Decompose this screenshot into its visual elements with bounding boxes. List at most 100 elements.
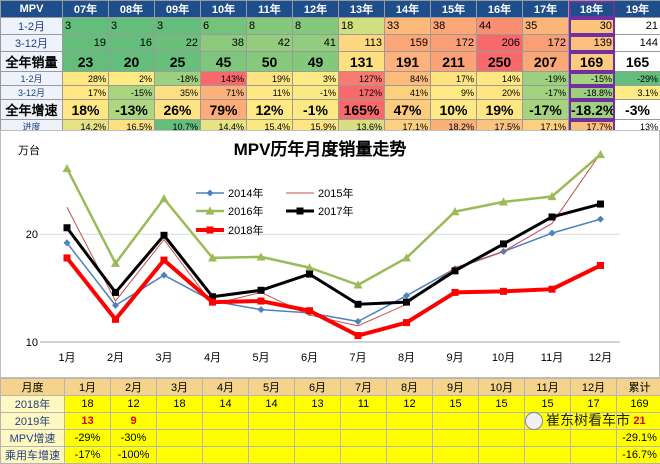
table-cell: 35% [155, 86, 201, 100]
data-point [355, 301, 362, 308]
table-cell: 18 [65, 396, 111, 413]
data-point [549, 213, 556, 220]
table-cell: -30% [111, 430, 157, 447]
table-cell: -29.1% [617, 430, 660, 447]
table-cell: 172 [523, 35, 569, 52]
year-header: 12年 [293, 1, 339, 18]
x-tick-label: 1月 [58, 352, 75, 364]
table-cell: 211 [431, 52, 477, 72]
x-tick-label: 12月 [589, 352, 612, 364]
table-cell: 38 [431, 18, 477, 35]
table-cell: 165 [615, 52, 660, 72]
table-cell: 3% [293, 72, 339, 86]
data-point [452, 267, 459, 274]
table-cell [249, 430, 295, 447]
table-cell: 11 [341, 396, 387, 413]
month-header: 7月 [341, 379, 387, 396]
x-tick-label: 9月 [446, 352, 463, 364]
y-tick-label: 10 [26, 337, 38, 349]
table-cell: 30 [569, 18, 615, 35]
data-point [258, 287, 265, 294]
table-cell: 2% [109, 72, 155, 86]
x-tick-label: 6月 [301, 352, 318, 364]
table-cell: 14% [477, 72, 523, 86]
table-cell: 19 [63, 35, 109, 52]
table-cell: 26% [155, 100, 201, 120]
table-cell: -18.8% [569, 86, 615, 100]
table-cell [571, 430, 617, 447]
row-label: 全年销量 [1, 52, 63, 72]
row-label: MPV增速 [1, 430, 65, 447]
table-cell: 84% [385, 72, 431, 86]
table-cell: 42 [247, 35, 293, 52]
data-point [403, 299, 410, 306]
row-label: 1-2月 [1, 18, 63, 35]
table-cell: 18 [157, 396, 203, 413]
year-header: 08年 [109, 1, 155, 18]
data-point [403, 319, 410, 326]
legend-label: 2018年 [228, 223, 263, 237]
table-cell: 15 [479, 396, 525, 413]
year-header: 10年 [201, 1, 247, 18]
table-cell: 6 [201, 18, 247, 35]
table-cell: -18.2% [569, 100, 615, 120]
month-header: 9月 [433, 379, 479, 396]
table-cell [157, 430, 203, 447]
table-cell: 9 [111, 413, 157, 430]
table-cell: 12 [111, 396, 157, 413]
data-point [209, 299, 216, 306]
table-cell: -17% [65, 447, 111, 464]
data-point [597, 201, 604, 208]
row-label: 3-12月 [1, 35, 63, 52]
legend-label: 2015年 [318, 186, 353, 200]
month-header: 2月 [111, 379, 157, 396]
data-point [207, 227, 214, 234]
table-cell: -16.7% [617, 447, 660, 464]
table-cell: 50 [247, 52, 293, 72]
month-header: 累计 [617, 379, 660, 396]
table-cell: -29% [615, 72, 660, 86]
year-header: 13年 [339, 1, 385, 18]
table-cell [571, 447, 617, 464]
table-cell: 22 [155, 35, 201, 52]
table-cell: 250 [477, 52, 523, 72]
table-cell: 19% [247, 72, 293, 86]
table-cell: 11% [247, 86, 293, 100]
table-cell: 33 [385, 18, 431, 35]
table-cell: 20 [109, 52, 155, 72]
table-cell: 15 [433, 396, 479, 413]
month-header: 11月 [525, 379, 571, 396]
table-cell [157, 413, 203, 430]
legend-label: 2017年 [318, 204, 353, 218]
table-cell: 19% [477, 100, 523, 120]
table-cell: 16 [109, 35, 155, 52]
table-cell: 13 [295, 396, 341, 413]
table-cell: 49 [293, 52, 339, 72]
table-cell [387, 447, 433, 464]
y-tick-label: 20 [26, 229, 38, 241]
table-cell [203, 430, 249, 447]
table-cell [479, 413, 525, 430]
month-header: 6月 [295, 379, 341, 396]
data-point [112, 316, 119, 323]
table-cell: 127% [339, 72, 385, 86]
table-cell: 8 [293, 18, 339, 35]
table-cell [387, 430, 433, 447]
table-cell: 3 [109, 18, 155, 35]
data-point [297, 208, 304, 215]
table-cell: 28% [63, 72, 109, 86]
watermark: 崔东树看车市 [525, 410, 630, 430]
table-cell [433, 447, 479, 464]
table-cell [249, 447, 295, 464]
year-header: 15年 [431, 1, 477, 18]
table-cell: -3% [615, 100, 660, 120]
month-header: 8月 [387, 379, 433, 396]
table-cell: -15% [569, 72, 615, 86]
table-cell: 3 [63, 18, 109, 35]
month-header: 3月 [157, 379, 203, 396]
watermark-text: 崔东树看车市 [546, 412, 630, 428]
